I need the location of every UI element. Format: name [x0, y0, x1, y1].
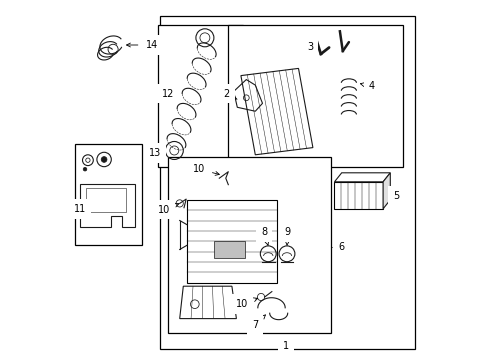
Bar [75, 144, 142, 245]
Bar [213, 241, 245, 258]
Text: 12: 12 [162, 89, 174, 99]
Bar [186, 200, 276, 283]
Circle shape [83, 167, 87, 171]
Bar [158, 25, 242, 167]
Text: 10: 10 [235, 298, 257, 309]
Bar [334, 182, 382, 209]
Polygon shape [334, 173, 389, 182]
Text: 7: 7 [251, 315, 265, 330]
Text: 9: 9 [284, 227, 290, 245]
Text: 4: 4 [360, 81, 374, 91]
Text: 13: 13 [148, 148, 162, 158]
Text: 2: 2 [223, 89, 237, 99]
Polygon shape [86, 188, 125, 212]
Bar [168, 157, 330, 333]
Polygon shape [382, 173, 389, 209]
Polygon shape [241, 68, 312, 155]
Text: 10: 10 [192, 164, 219, 175]
Polygon shape [179, 286, 236, 319]
Circle shape [101, 157, 107, 162]
Text: 14: 14 [126, 40, 158, 50]
Bar [228, 25, 402, 167]
Bar [160, 16, 415, 349]
Text: 3: 3 [307, 42, 314, 52]
Text: 1: 1 [282, 341, 288, 351]
Text: 11: 11 [74, 204, 86, 214]
Text: 6: 6 [337, 242, 344, 252]
Text: 10: 10 [158, 203, 179, 215]
Text: 8: 8 [260, 227, 268, 245]
Text: 5: 5 [392, 191, 398, 201]
Polygon shape [80, 184, 134, 227]
